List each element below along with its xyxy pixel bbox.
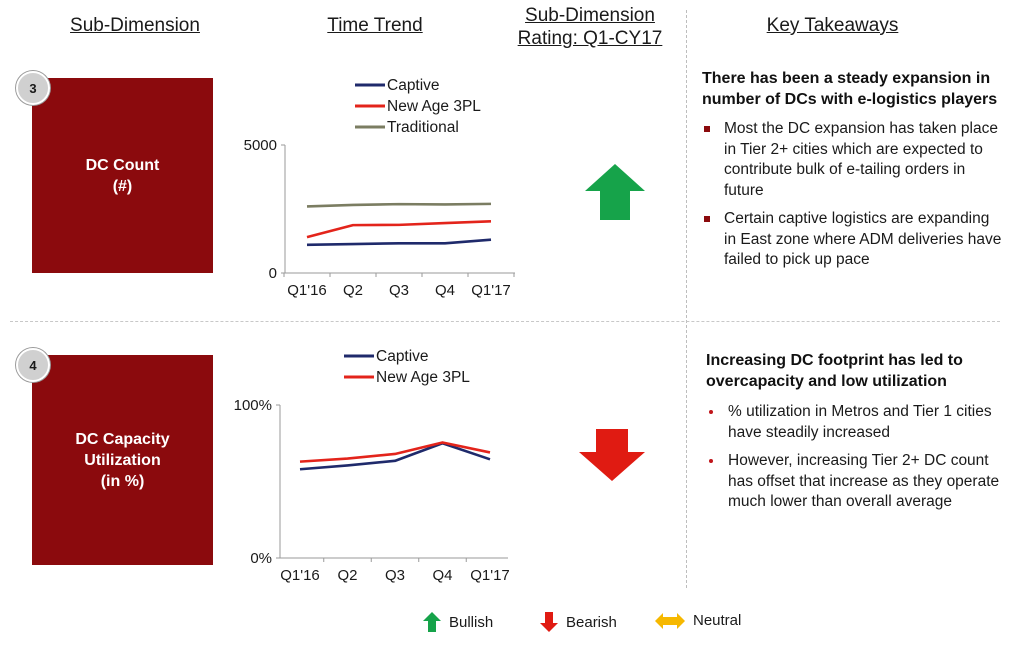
bearish-arrow-icon [579, 429, 645, 481]
series-line-new-age-3pl [299, 441, 491, 463]
x-tick-label: Q1'16 [280, 567, 320, 584]
series-line-captive [306, 238, 492, 247]
row-divider [10, 321, 1000, 322]
header-sub-dimension: Sub-Dimension [70, 15, 200, 36]
takeaway-bullet: However, increasing Tier 2+ DC count has… [706, 451, 1002, 513]
dc-capacity-utilization-box: DC Capacity Utilization (in %) [32, 355, 213, 565]
series-line-new-age-3pl [306, 219, 492, 239]
x-tick-label: Q3 [385, 567, 405, 584]
series-line-traditional [306, 202, 492, 208]
legend-label: Captive [387, 77, 440, 94]
legend-label: Neutral [693, 612, 742, 629]
legend-bullish: Bullish [423, 612, 493, 632]
y-tick-label: 5000 [244, 137, 277, 154]
legend-label: Bearish [566, 613, 617, 631]
legend-label: New Age 3PL [376, 369, 470, 386]
y-tick-label: 0 [269, 265, 277, 282]
takeaway-bullets: Most the DC expansion has taken place in… [702, 119, 1002, 271]
x-tick-label: Q4 [432, 567, 452, 584]
takeaway-bullet: Most the DC expansion has taken place in… [702, 119, 1002, 201]
dc-utilization-chart: 0% 100% Q1'16 Q2 Q3 Q4 Q1'17 Captive New Age 3PL [234, 348, 510, 584]
legend-label: New Age 3PL [387, 98, 481, 115]
legend-label: Captive [376, 348, 429, 365]
row-number-badge: 4 [16, 348, 50, 382]
bearish-arrow-icon [540, 612, 558, 632]
x-tick-label: Q2 [337, 567, 357, 584]
legend-label: Traditional [387, 119, 459, 136]
x-tick-label: Q1'17 [471, 282, 511, 299]
neutral-double-arrow-icon [655, 612, 685, 629]
takeaway-block-utilization: Increasing DC footprint has led to overc… [706, 350, 1002, 521]
takeaway-title: There has been a steady expansion in num… [702, 70, 998, 108]
x-tick-label: Q1'16 [287, 282, 327, 299]
takeaway-bullet: Certain captive logistics are expanding … [702, 209, 1002, 271]
legend-label: Bullish [449, 613, 494, 631]
header-key-takeaways: Key Takeaways [766, 15, 899, 36]
series-line-captive [299, 441, 491, 471]
header-rating: Sub-Dimension Rating: Q1-CY17 [517, 5, 663, 49]
legend-bearish: Bearish [540, 612, 617, 632]
legend-neutral: Neutral [655, 612, 741, 629]
y-tick-label: 100% [234, 397, 272, 414]
dc-count-box: DC Count (#) [32, 78, 213, 273]
takeaway-bullets: % utilization in Metros and Tier 1 citie… [706, 402, 1002, 513]
bullish-arrow-icon [585, 164, 645, 220]
dc-count-chart: 0 5000 Q1'16 Q2 Q3 Q4 Q1'17 Captive New Age 3PL T… [244, 77, 515, 299]
x-tick-label: Q1'17 [470, 567, 510, 584]
bullish-arrow-icon [423, 612, 441, 632]
takeaway-block-dc-count: There has been a steady expansion in num… [702, 68, 1002, 279]
y-tick-label: 0% [250, 550, 272, 567]
x-tick-label: Q3 [389, 282, 409, 299]
column-divider [686, 10, 687, 588]
x-tick-label: Q4 [435, 282, 455, 299]
takeaway-title: Increasing DC footprint has led to overc… [706, 352, 963, 390]
row-number-badge: 3 [16, 71, 50, 105]
header-time-trend: Time Trend [327, 15, 423, 36]
x-tick-label: Q2 [343, 282, 363, 299]
takeaway-bullet: % utilization in Metros and Tier 1 citie… [706, 402, 1002, 443]
